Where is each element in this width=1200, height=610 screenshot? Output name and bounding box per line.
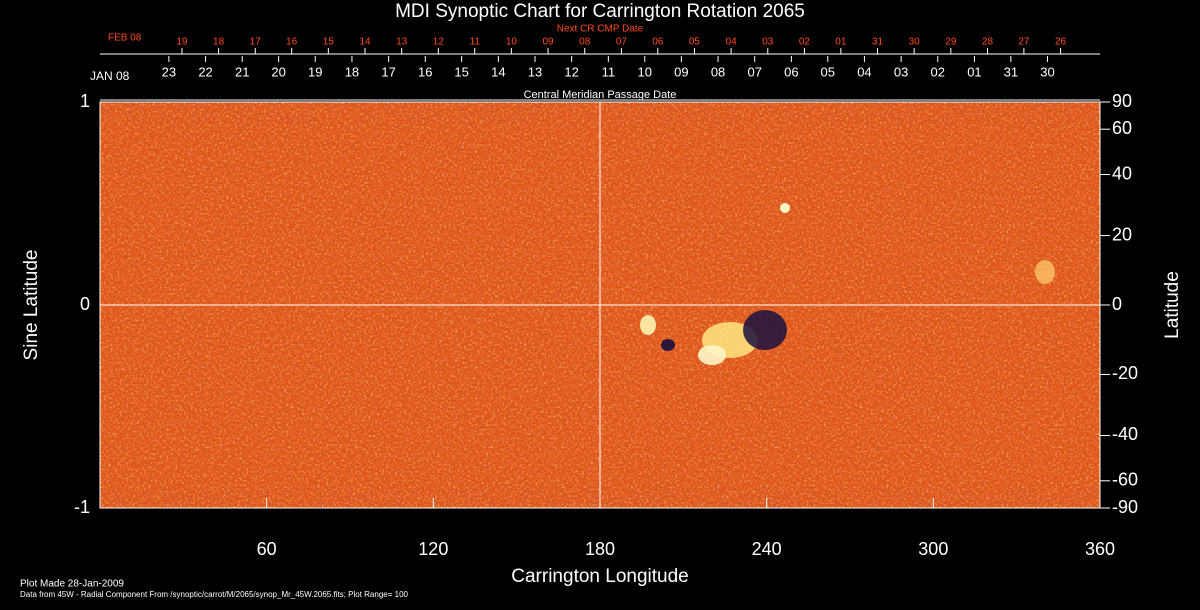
y-axis-title: Sine Latitude (21, 250, 42, 361)
top-axis-label: 29 (945, 37, 957, 48)
cmp-axis-label: 20 (271, 64, 285, 79)
cmp-axis-month: JAN 08 (90, 69, 130, 83)
cmp-axis-label: 05 (821, 64, 835, 79)
top-axis-label: 30 (909, 37, 921, 48)
cmp-axis-label: 15 (454, 64, 468, 79)
active-region (640, 315, 656, 335)
top-axis-label: 31 (872, 37, 884, 48)
cmp-axis-label: 31 (1004, 64, 1018, 79)
top-axis-label: 08 (579, 37, 591, 48)
cmp-axis-label: 04 (857, 64, 871, 79)
top-axis-label: 03 (762, 37, 774, 48)
cmp-axis-label: 10 (637, 64, 651, 79)
cmp-axis-title: Central Meridian Passage Date (524, 89, 677, 101)
cmp-axis-label: 08 (711, 64, 725, 79)
cmp-axis-label: 07 (747, 64, 761, 79)
cmp-axis-label: 22 (198, 64, 212, 79)
top-axis-title: Next CR CMP Date (557, 24, 644, 35)
y2-tick-label: -60 (1112, 470, 1138, 490)
top-axis-label: 01 (835, 37, 847, 48)
cmp-axis-label: 09 (674, 64, 688, 79)
cmp-axis-label: 19 (308, 64, 322, 79)
active-region (661, 339, 675, 351)
top-axis-label: 04 (726, 37, 738, 48)
top-axis-label: 27 (1018, 37, 1030, 48)
x-tick-label: 60 (257, 539, 277, 559)
top-axis-label: 13 (396, 37, 408, 48)
top-axis-label: 11 (470, 37, 481, 48)
top-axis-label: 18 (213, 37, 225, 48)
top-axis-label: 10 (506, 37, 518, 48)
y2-tick-label: 40 (1112, 163, 1132, 183)
top-axis-label: 09 (542, 37, 554, 48)
top-axis-label: 17 (250, 37, 262, 48)
cmp-axis-label: 30 (1040, 64, 1054, 79)
active-region (743, 310, 787, 350)
top-axis-label: 28 (982, 37, 994, 48)
top-axis-label: 26 (1055, 37, 1067, 48)
cmp-axis-label: 16 (418, 64, 432, 79)
top-axis-label: 12 (433, 37, 445, 48)
y-tick-label: -1 (74, 497, 90, 517)
active-region (1035, 260, 1055, 284)
cmp-axis-label: 23 (162, 64, 176, 79)
y2-axis-title: Latitude (1162, 271, 1183, 339)
x-axis-title: Carrington Longitude (511, 566, 688, 587)
x-tick-label: 240 (752, 539, 782, 559)
cmp-axis-label: 02 (931, 64, 945, 79)
cmp-axis-label: 21 (235, 64, 249, 79)
footer-plot-made: Plot Made 28-Jan-2009 (20, 579, 124, 590)
top-axis-label: 07 (616, 37, 628, 48)
top-axis-label: 16 (286, 37, 298, 48)
active-region (780, 203, 790, 213)
top-axis-label: 06 (652, 37, 664, 48)
top-axis-label: 14 (359, 37, 371, 48)
y2-tick-label: -90 (1112, 497, 1138, 517)
x-tick-label: 360 (1085, 539, 1115, 559)
y2-tick-label: -20 (1112, 363, 1138, 383)
y-tick-label: 0 (80, 294, 90, 314)
x-tick-label: 120 (418, 539, 448, 559)
top-axis-label: 19 (176, 37, 188, 48)
x-tick-label: 300 (918, 539, 948, 559)
cmp-axis-label: 17 (381, 64, 395, 79)
top-axis-month: FEB 08 (108, 33, 142, 44)
y2-tick-label: 0 (1112, 294, 1122, 314)
y2-tick-label: 90 (1112, 91, 1132, 111)
y-tick-label: 1 (80, 91, 90, 111)
footer-source: Data from 45W - Radial Component From /s… (20, 590, 409, 599)
y2-tick-label: 20 (1112, 224, 1132, 244)
active-region (698, 345, 726, 365)
x-tick-label: 180 (585, 539, 615, 559)
cmp-axis-label: 18 (345, 64, 359, 79)
cmp-axis-label: 13 (528, 64, 542, 79)
y2-tick-label: 60 (1112, 118, 1132, 138)
y2-tick-label: -40 (1112, 424, 1138, 444)
cmp-axis-label: 03 (894, 64, 908, 79)
chart-title: MDI Synoptic Chart for Carrington Rotati… (395, 1, 805, 22)
top-axis-label: 05 (689, 37, 701, 48)
top-axis-label: 15 (323, 37, 335, 48)
cmp-axis-label: 01 (967, 64, 981, 79)
cmp-axis-label: 12 (564, 64, 578, 79)
cmp-axis-label: 06 (784, 64, 798, 79)
cmp-axis-label: 14 (491, 64, 505, 79)
top-axis-label: 02 (799, 37, 811, 48)
cmp-axis-label: 11 (602, 64, 616, 79)
